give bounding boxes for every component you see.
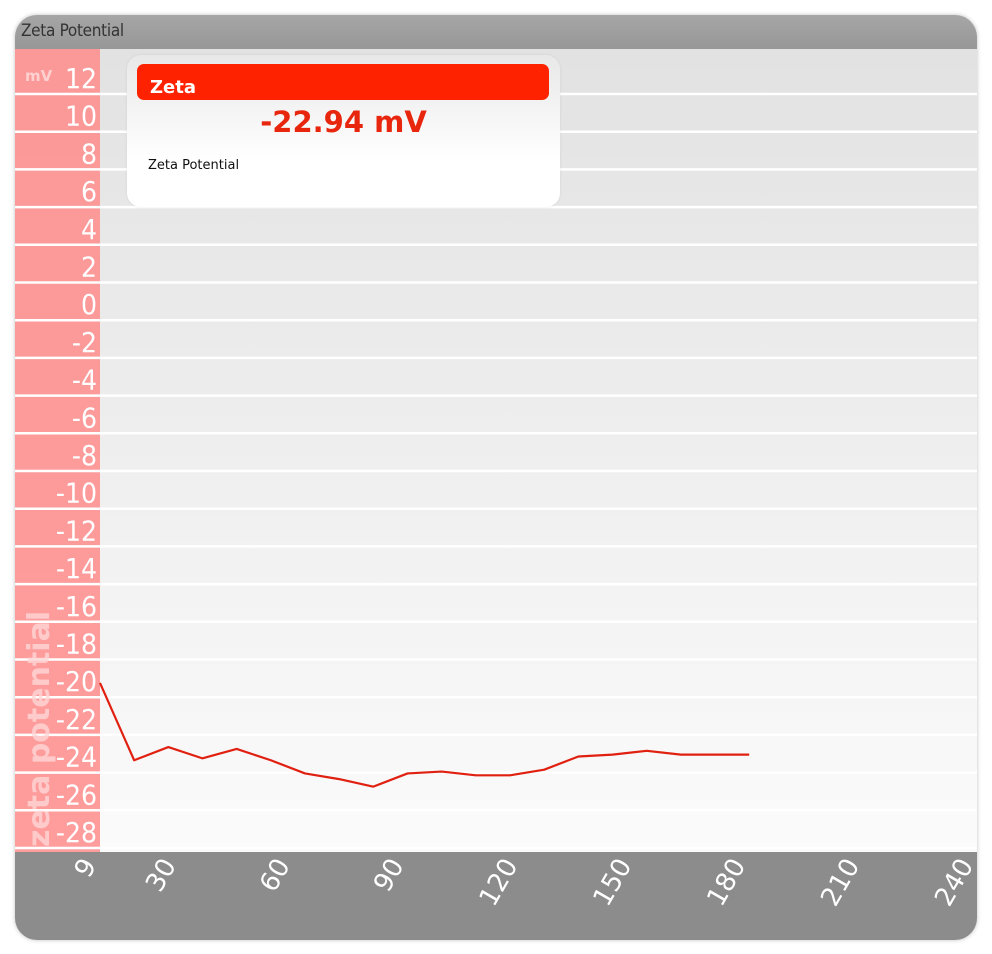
chart-panel: 12 10 8 6 4 2 0 -2 -4 -6 -8 -10 -12 -14 -16 -18 -20 -22 -2… bbox=[15, 15, 977, 940]
y-tick-label: 0 bbox=[81, 288, 97, 321]
y-tick-label: -8 bbox=[72, 439, 97, 472]
y-tick-label: -16 bbox=[56, 590, 97, 623]
y-axis-unit: mV bbox=[25, 67, 53, 85]
y-tick-label: -4 bbox=[72, 364, 97, 397]
y-tick-label: 12 bbox=[65, 62, 97, 95]
series-line-zeta-potential bbox=[98, 682, 750, 788]
y-tick-label: -10 bbox=[56, 477, 97, 510]
y-tick-label: -20 bbox=[56, 665, 97, 698]
y-tick-label: -22 bbox=[56, 703, 97, 736]
y-tick-label: 4 bbox=[81, 213, 97, 246]
legend-series-label: Zeta Potential bbox=[148, 158, 240, 173]
y-tick-label: -26 bbox=[56, 778, 97, 811]
y-tick-label: 6 bbox=[81, 175, 97, 208]
title-bar: Zeta Potential bbox=[15, 15, 977, 49]
legend-header: Zeta bbox=[137, 64, 549, 100]
y-tick-label: -14 bbox=[56, 552, 97, 585]
y-tick-label: 10 bbox=[65, 100, 97, 133]
y-axis-label: zeta potential bbox=[22, 611, 57, 847]
y-tick-label: -6 bbox=[72, 401, 97, 434]
y-axis-band bbox=[15, 49, 100, 852]
y-tick-label: -24 bbox=[56, 741, 97, 774]
y-tick-label: -28 bbox=[56, 816, 97, 849]
x-axis-band bbox=[15, 852, 977, 940]
legend-current-value: -22.94 mV bbox=[260, 105, 427, 139]
legend-header-label: Zeta bbox=[150, 77, 197, 98]
legend-box: Zeta -22.94 mV Zeta Potential bbox=[127, 55, 560, 207]
y-tick-label: -12 bbox=[56, 514, 97, 547]
y-tick-label: 2 bbox=[81, 251, 97, 284]
y-tick-label: 8 bbox=[81, 137, 97, 170]
y-tick-label: -2 bbox=[72, 326, 97, 359]
y-tick-label: -18 bbox=[56, 628, 97, 661]
window-title: Zeta Potential bbox=[21, 21, 124, 41]
